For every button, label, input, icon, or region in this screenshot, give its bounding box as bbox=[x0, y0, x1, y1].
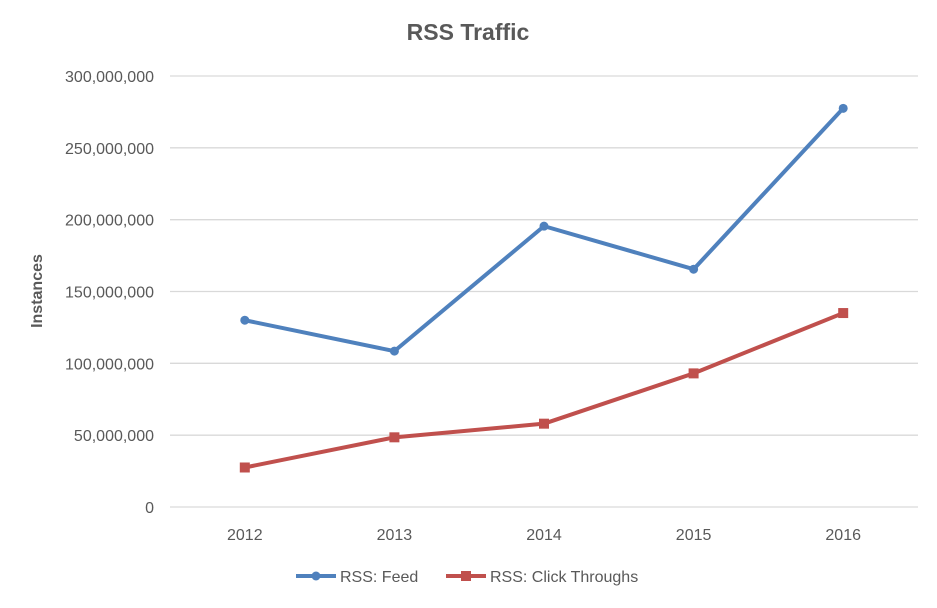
legend-marker bbox=[461, 571, 471, 581]
x-tick-label: 2014 bbox=[526, 527, 562, 544]
y-tick-label: 200,000,000 bbox=[65, 213, 154, 230]
legend: RSS: Feed RSS: Click Throughs bbox=[296, 569, 638, 586]
data-point bbox=[389, 346, 399, 356]
y-tick-label: 150,000,000 bbox=[65, 285, 154, 302]
y-tick-label: 100,000,000 bbox=[65, 356, 154, 373]
data-point bbox=[689, 264, 699, 274]
x-tick-label: 2012 bbox=[227, 527, 263, 544]
y-tick-label: 50,000,000 bbox=[74, 428, 154, 445]
data-point bbox=[838, 103, 848, 113]
data-point bbox=[539, 418, 549, 429]
data-point bbox=[240, 315, 250, 325]
y-tick-label: 0 bbox=[145, 500, 154, 517]
x-tick-label: 2013 bbox=[377, 527, 413, 544]
x-tick-label: 2016 bbox=[825, 527, 861, 544]
y-axis-label: Instances bbox=[29, 254, 46, 328]
data-point bbox=[239, 462, 250, 473]
data-point bbox=[688, 368, 699, 379]
series-line-rss-click-throughs bbox=[244, 311, 844, 470]
chart-title: RSS Traffic bbox=[407, 19, 530, 45]
legend-label: RSS: Click Throughs bbox=[490, 569, 638, 586]
y-tick-label: 250,000,000 bbox=[65, 141, 154, 158]
x-tick-label: 2015 bbox=[676, 527, 712, 544]
legend-marker bbox=[311, 571, 321, 581]
data-point bbox=[539, 221, 549, 231]
data-point bbox=[389, 432, 400, 443]
legend-label: RSS: Feed bbox=[340, 569, 418, 586]
y-tick-label: 300,000,000 bbox=[65, 69, 154, 86]
data-point bbox=[838, 308, 849, 319]
